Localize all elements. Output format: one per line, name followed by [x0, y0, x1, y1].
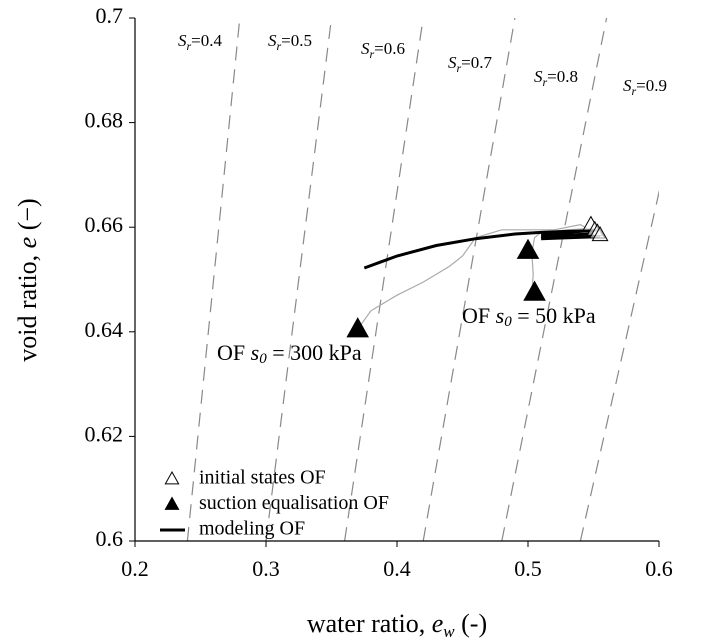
text-part: s [251, 340, 260, 365]
legend-label: initial states OF [199, 467, 326, 489]
legend-label: modeling OF [199, 518, 305, 540]
y-tick-label: 0.68 [85, 108, 124, 133]
text-part: = 50 kPa [512, 303, 596, 328]
text-part: =0.5 [281, 31, 312, 50]
sr-label: Sr=0.8 [534, 67, 578, 89]
text-part: w [443, 622, 455, 641]
model-line [541, 235, 601, 241]
text-part: S [361, 39, 370, 58]
annotation: OF s0 = 50 kPa [462, 303, 596, 330]
text-part: void ratio, [13, 248, 42, 361]
y-tick-label: 0.7 [96, 3, 124, 28]
x-tick-label: 0.4 [383, 556, 411, 581]
filled-triangle [346, 317, 370, 338]
annotation: OF s0 = 300 kPa [217, 340, 362, 367]
experimental-line [531, 227, 594, 293]
text-part: r [369, 47, 374, 61]
open-triangle [591, 226, 609, 242]
sr-line [422, 18, 516, 541]
sr-line [501, 18, 608, 541]
text-part: S [268, 31, 277, 50]
text-part: =0.7 [461, 53, 492, 72]
model-line [541, 232, 594, 239]
y-tick-label: 0.64 [85, 317, 124, 342]
filled-triangle [516, 238, 540, 259]
text-part: =0.9 [636, 76, 667, 95]
sr-label: Sr=0.9 [623, 76, 667, 98]
sr-lines [186, 18, 659, 541]
y-tick-label: 0.66 [85, 212, 124, 237]
sr-line [186, 18, 241, 541]
text-part: =0.4 [191, 31, 222, 50]
y-tick-label: 0.6 [96, 526, 124, 551]
sr-label: Sr=0.7 [448, 53, 493, 75]
text-part: S [623, 76, 632, 95]
text-part: OF [217, 340, 251, 365]
sr-label: Sr=0.5 [268, 31, 312, 53]
y-axis-label: void ratio, e (−) [13, 198, 42, 361]
sr-label: Sr=0.6 [361, 39, 405, 61]
text-part: OF [462, 303, 496, 328]
text-part: S [534, 67, 543, 86]
x-axis-label: water ratio, ew (-) [307, 609, 487, 641]
text-part: r [542, 75, 547, 89]
text-part: 0 [259, 351, 267, 367]
text-part: r [276, 39, 281, 53]
text-part: e [432, 609, 444, 638]
text-part: e [13, 237, 42, 249]
legend-swatch [164, 470, 180, 485]
y-tick-label: 0.62 [85, 421, 124, 446]
text-part: = 300 kPa [267, 340, 362, 365]
legend-swatch [164, 496, 180, 510]
text-part: (−) [13, 198, 42, 236]
filled-triangle [523, 280, 546, 301]
sr-line [579, 189, 659, 541]
text-part: r [456, 61, 461, 75]
text-part: water ratio, [307, 609, 432, 638]
text-part: =0.8 [547, 67, 578, 86]
sr-label: Sr=0.4 [178, 31, 223, 53]
x-tick-label: 0.6 [645, 556, 673, 581]
x-tick-label: 0.3 [252, 556, 280, 581]
text-part: (-) [455, 609, 487, 638]
text-part: =0.6 [374, 39, 405, 58]
x-tick-label: 0.5 [514, 556, 542, 581]
experimental-line [357, 223, 594, 330]
x-tick-label: 0.2 [121, 556, 149, 581]
text-part: S [178, 31, 187, 50]
sr-line [265, 18, 333, 541]
text-part: r [631, 84, 636, 98]
text-part: s [496, 303, 505, 328]
text-part: r [186, 39, 191, 53]
text-part: S [448, 53, 457, 72]
legend-label: suction equalisation OF [199, 492, 389, 514]
text-part: 0 [504, 314, 512, 330]
sr-line [344, 18, 424, 541]
